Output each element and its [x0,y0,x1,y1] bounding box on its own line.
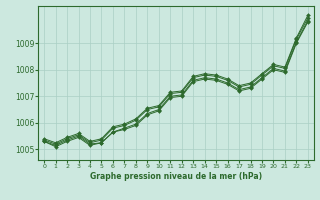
X-axis label: Graphe pression niveau de la mer (hPa): Graphe pression niveau de la mer (hPa) [90,172,262,181]
